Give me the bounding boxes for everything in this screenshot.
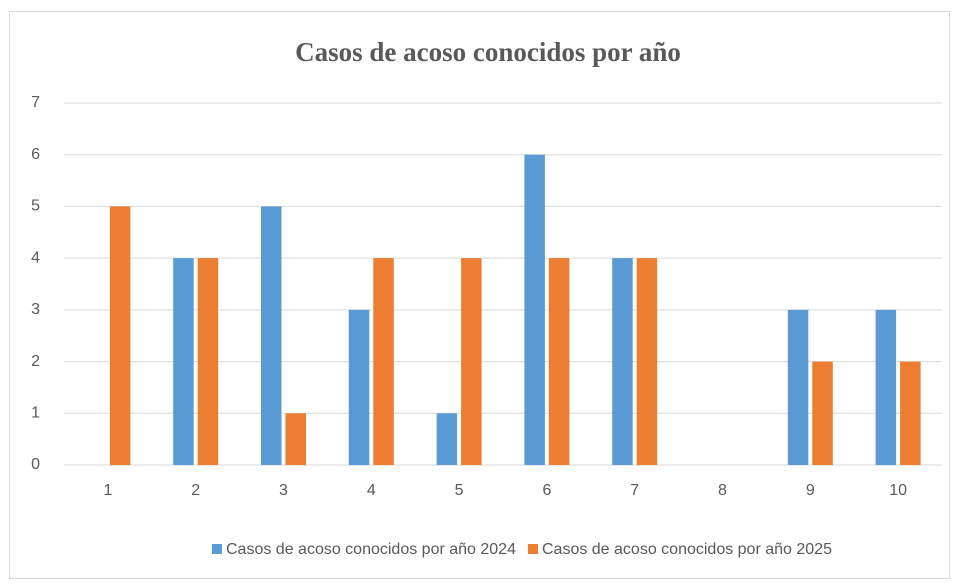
bar (348, 309, 370, 465)
bar (461, 258, 482, 465)
y-tick-label: 0 (31, 456, 40, 473)
legend-swatch (212, 544, 222, 554)
x-tick-label: 8 (718, 482, 727, 499)
bar (197, 258, 219, 465)
y-tick-label: 4 (31, 249, 40, 266)
y-tick-label: 1 (31, 405, 40, 422)
x-tick-label: 2 (191, 482, 200, 499)
legend-label: Casos de acoso conocidos por año 2025 (542, 541, 832, 558)
y-tick-label: 2 (31, 353, 40, 370)
bar (109, 206, 131, 465)
bar (612, 258, 633, 465)
x-tick-label: 3 (279, 482, 288, 499)
bar (812, 361, 833, 465)
bar (636, 258, 658, 465)
legend-swatch (527, 544, 538, 554)
bar (261, 206, 282, 465)
x-tick-label: 1 (103, 482, 112, 499)
bar (285, 413, 306, 465)
x-tick-label: 9 (806, 482, 815, 499)
bar (436, 413, 458, 465)
y-tick-label: 3 (31, 301, 40, 318)
x-tick-label: 6 (542, 482, 551, 499)
bar (787, 309, 809, 465)
y-tick-label: 6 (31, 146, 40, 163)
y-tick-label: 5 (31, 198, 40, 215)
x-tick-label: 10 (889, 482, 907, 499)
x-tick-label: 5 (455, 482, 464, 499)
x-tick-label: 4 (367, 482, 376, 499)
x-tick-label: 7 (630, 482, 639, 499)
chart-title: Casos de acoso conocidos por año (295, 37, 681, 67)
bar (173, 258, 194, 465)
bar (524, 154, 545, 465)
legend-label: Casos de acoso conocidos por año 2024 (226, 541, 516, 558)
bar (373, 258, 394, 465)
bar (548, 258, 570, 465)
bar (875, 309, 897, 465)
y-tick-label: 7 (31, 94, 40, 111)
bar (900, 361, 921, 465)
